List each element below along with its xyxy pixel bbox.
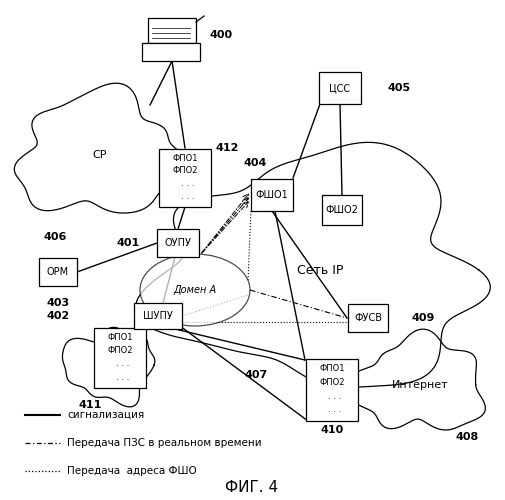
Polygon shape <box>345 329 485 430</box>
Bar <box>306 359 358 421</box>
Text: 411: 411 <box>78 400 102 410</box>
Text: ФПО2: ФПО2 <box>107 346 133 355</box>
Text: 403: 403 <box>46 298 70 308</box>
Text: 410: 410 <box>320 425 343 435</box>
Text: ФПО1: ФПО1 <box>319 364 345 373</box>
Bar <box>39 258 77 286</box>
Bar <box>134 303 182 329</box>
Text: . . .: . . . <box>323 406 341 414</box>
Text: ЦСС: ЦСС <box>329 83 350 93</box>
Polygon shape <box>14 83 193 213</box>
Text: 409: 409 <box>412 313 435 323</box>
Bar <box>159 149 211 207</box>
Text: . . .: . . . <box>323 392 341 400</box>
Text: ФШО2: ФШО2 <box>326 205 359 215</box>
Text: Передача  адреса ФШО: Передача адреса ФШО <box>67 466 197 476</box>
Polygon shape <box>63 328 155 407</box>
Text: . . .: . . . <box>111 360 129 368</box>
Text: ФПО1: ФПО1 <box>107 333 133 342</box>
Text: 402: 402 <box>46 311 70 321</box>
Ellipse shape <box>140 254 250 326</box>
Text: 405: 405 <box>388 83 411 93</box>
Text: Интернет: Интернет <box>392 380 448 390</box>
Text: ФПО2: ФПО2 <box>319 378 345 387</box>
Text: 400: 400 <box>210 30 233 40</box>
Bar <box>142 43 200 61</box>
Text: 412: 412 <box>215 143 238 153</box>
Text: СР: СР <box>93 150 107 160</box>
Text: Домен А: Домен А <box>173 285 217 295</box>
Bar <box>94 328 146 388</box>
Text: ФПО2: ФПО2 <box>172 166 198 175</box>
Text: 407: 407 <box>245 370 268 380</box>
Text: ФУСВ: ФУСВ <box>354 313 382 323</box>
Bar <box>319 72 361 104</box>
Text: . . .: . . . <box>176 192 194 201</box>
Text: сигнализация: сигнализация <box>67 410 144 420</box>
Text: . . .: . . . <box>176 180 194 188</box>
Text: ФПО1: ФПО1 <box>172 154 198 162</box>
Bar <box>322 195 362 225</box>
Text: Передача ПЗС в реальном времени: Передача ПЗС в реальном времени <box>67 438 262 448</box>
Text: 408: 408 <box>455 432 478 442</box>
Text: ФШО1: ФШО1 <box>256 190 288 200</box>
Bar <box>157 229 199 257</box>
Bar <box>148 18 196 43</box>
Text: 401: 401 <box>117 238 140 248</box>
Text: ШУПУ: ШУПУ <box>143 311 173 321</box>
Text: ОУПУ: ОУПУ <box>165 238 191 248</box>
Text: . . .: . . . <box>111 373 129 382</box>
Polygon shape <box>135 142 490 388</box>
Text: ФИГ. 4: ФИГ. 4 <box>225 480 279 496</box>
Bar <box>251 179 293 211</box>
Text: ОРМ: ОРМ <box>47 267 69 277</box>
Text: 404: 404 <box>243 158 267 168</box>
Text: 406: 406 <box>43 232 67 242</box>
Bar <box>348 304 388 332</box>
Text: Сеть IP: Сеть IP <box>297 264 343 276</box>
